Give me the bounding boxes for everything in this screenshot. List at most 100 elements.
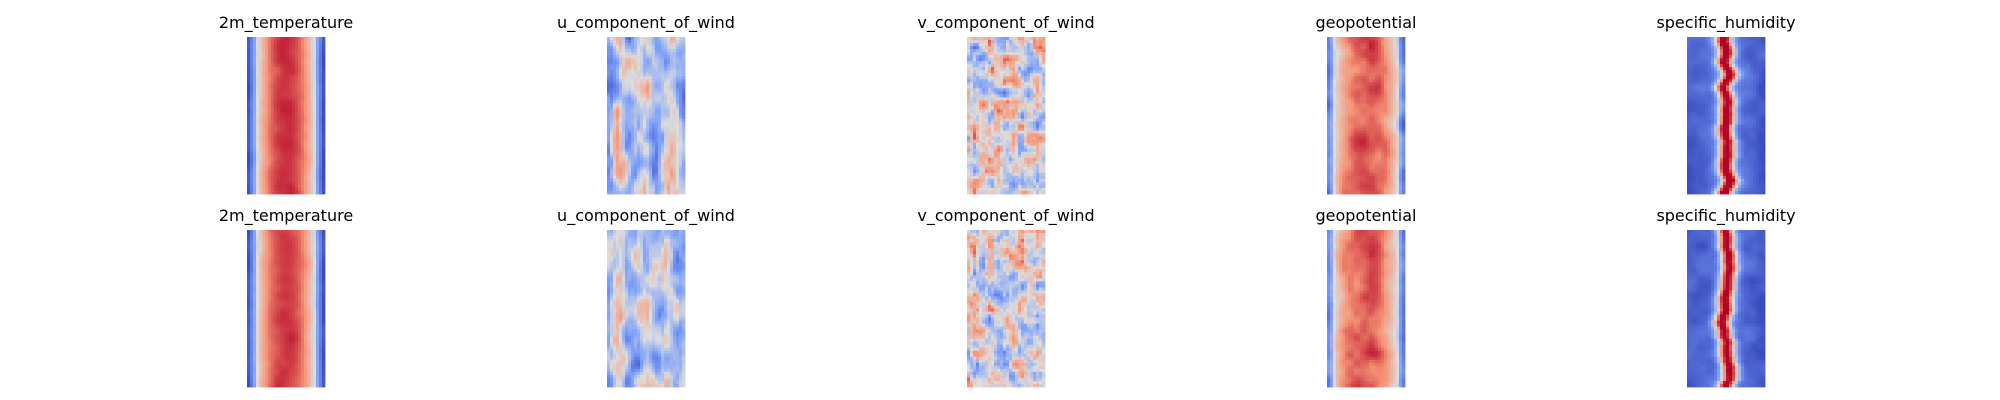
heatmap-cell xyxy=(1393,128,1396,131)
heatmap-cell xyxy=(640,182,643,185)
heatmap-cell xyxy=(316,128,319,131)
heatmap-cell xyxy=(1036,112,1039,115)
heatmap-cell xyxy=(283,103,286,106)
heatmap-cell xyxy=(1000,100,1003,103)
heatmap-cell xyxy=(616,64,619,67)
heatmap-cell xyxy=(637,122,640,125)
heatmap-cell xyxy=(1039,40,1042,43)
heatmap-cell xyxy=(1036,94,1039,97)
heatmap-cell xyxy=(667,64,670,67)
heatmap-cell xyxy=(1012,37,1015,40)
heatmap-cell xyxy=(670,119,673,122)
heatmap-cell xyxy=(310,112,313,115)
heatmap-cell xyxy=(1396,49,1399,52)
heatmap-cell xyxy=(292,191,295,194)
heatmap-cell xyxy=(1360,64,1363,67)
heatmap-cell xyxy=(640,97,643,100)
heatmap-cell xyxy=(1009,191,1012,194)
heatmap-cell xyxy=(1327,37,1330,40)
heatmap-cell xyxy=(298,67,301,70)
heatmap-cell xyxy=(1375,97,1378,100)
heatmap-cell xyxy=(1009,185,1012,188)
heatmap-cell xyxy=(1339,137,1342,140)
heatmap-cell xyxy=(643,179,646,182)
heatmap-cell xyxy=(1327,49,1330,52)
heatmap-cell xyxy=(1390,94,1393,97)
heatmap-cell xyxy=(979,46,982,49)
heatmap-cell xyxy=(265,55,268,58)
heatmap-cell xyxy=(1006,61,1009,64)
heatmap-cell xyxy=(1327,91,1330,94)
heatmap-cell xyxy=(619,97,622,100)
heatmap-cell xyxy=(289,119,292,122)
heatmap-cell xyxy=(973,40,976,43)
heatmap-cell xyxy=(622,88,625,91)
heatmap-cell xyxy=(967,185,970,188)
heatmap-cell xyxy=(658,61,661,64)
heatmap-cell xyxy=(319,176,322,179)
heatmap-cell xyxy=(268,79,271,82)
heatmap-cell xyxy=(301,155,304,158)
heatmap-cell xyxy=(307,134,310,137)
heatmap-cell xyxy=(1039,158,1042,161)
heatmap-cell xyxy=(1039,103,1042,106)
heatmap-cell xyxy=(1402,100,1405,103)
heatmap-cell xyxy=(1015,52,1018,55)
heatmap-cell xyxy=(1330,125,1333,128)
heatmap-cell xyxy=(967,97,970,100)
heatmap-cell xyxy=(1030,134,1033,137)
heatmap-cell xyxy=(1024,55,1027,58)
heatmap-cell xyxy=(268,82,271,85)
heatmap-cell xyxy=(1033,149,1036,152)
heatmap-cell xyxy=(256,79,259,82)
heatmap-cell xyxy=(973,119,976,122)
heatmap-cell xyxy=(1006,73,1009,76)
heatmap-cell xyxy=(658,137,661,140)
heatmap-cell xyxy=(1345,79,1348,82)
heatmap-cell xyxy=(607,73,610,76)
heatmap-cell xyxy=(250,152,253,155)
heatmap-cell xyxy=(1012,134,1015,137)
heatmap-cell xyxy=(316,182,319,185)
heatmap-cell xyxy=(1399,100,1402,103)
heatmap-cell xyxy=(286,64,289,67)
heatmap-cell xyxy=(664,176,667,179)
heatmap-cell xyxy=(1387,97,1390,100)
heatmap-cell xyxy=(1396,67,1399,70)
heatmap-cell xyxy=(682,94,685,97)
heatmap-cell xyxy=(298,85,301,88)
heatmap-cell xyxy=(661,79,664,82)
heatmap-cell xyxy=(277,88,280,91)
heatmap-cell xyxy=(613,185,616,188)
heatmap-cell xyxy=(1027,70,1030,73)
heatmap-cell xyxy=(976,100,979,103)
heatmap-cell xyxy=(1348,143,1351,146)
heatmap-cell xyxy=(1036,37,1039,40)
heatmap-cell xyxy=(658,112,661,115)
heatmap-cell xyxy=(616,146,619,149)
heatmap-cell xyxy=(322,182,325,185)
heatmap-cell xyxy=(682,52,685,55)
heatmap-cell xyxy=(1348,37,1351,40)
heatmap-cell xyxy=(658,40,661,43)
heatmap-cell xyxy=(664,88,667,91)
heatmap-cell xyxy=(1012,116,1015,119)
heatmap-cell xyxy=(1024,116,1027,119)
heatmap-cell xyxy=(670,103,673,106)
heatmap-cell xyxy=(1033,40,1036,43)
heatmap-cell xyxy=(1375,131,1378,134)
heatmap-cell xyxy=(667,109,670,112)
heatmap-cell xyxy=(1357,125,1360,128)
heatmap-cell xyxy=(1369,112,1372,115)
heatmap-cell xyxy=(643,112,646,115)
heatmap-cell xyxy=(1003,146,1006,149)
heatmap-cell xyxy=(652,188,655,191)
heatmap-cell xyxy=(676,128,679,131)
heatmap-cell xyxy=(1351,79,1354,82)
heatmap-cell xyxy=(973,43,976,46)
heatmap-cell xyxy=(271,158,274,161)
heatmap-cell xyxy=(253,58,256,61)
heatmap-cell xyxy=(1342,73,1345,76)
heatmap-cell xyxy=(622,55,625,58)
heatmap-cell xyxy=(613,146,616,149)
